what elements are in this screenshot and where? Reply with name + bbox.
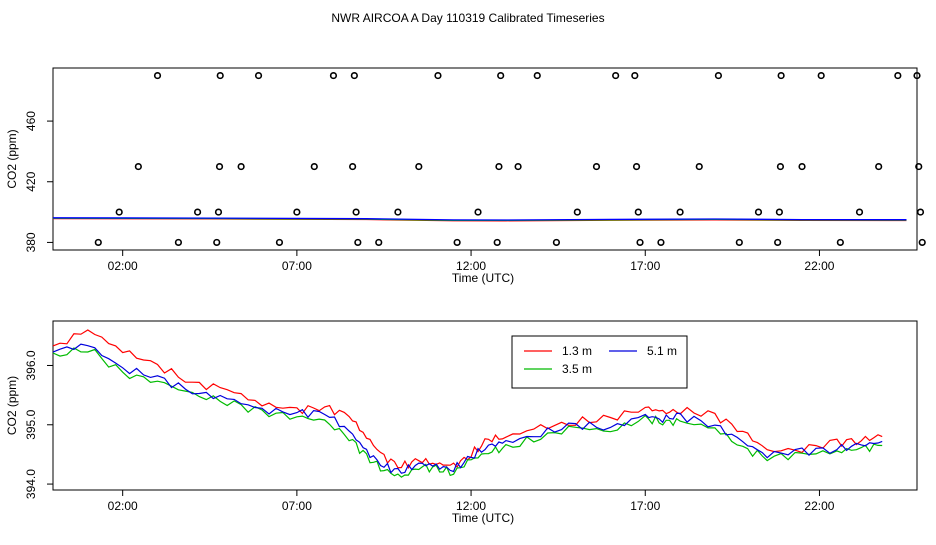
scatter-point [293, 208, 301, 216]
scatter-point [310, 162, 318, 171]
scatter-point [636, 238, 644, 247]
scatter-point [254, 71, 263, 80]
x-tick-label: 02:00 [108, 499, 138, 513]
x-axis-label: Time (UTC) [452, 271, 514, 285]
scatter-point [213, 238, 221, 247]
scatter-point [237, 162, 245, 171]
scatter-point [352, 208, 360, 216]
scatter-point [894, 71, 902, 80]
scatter-point [215, 162, 224, 171]
scatter-point [918, 238, 926, 247]
scatter-point [474, 208, 482, 216]
series-line [52, 329, 883, 470]
x-tick-label: 07:00 [282, 259, 312, 273]
scatter-point [193, 208, 202, 216]
x-tick-label: 17:00 [630, 259, 660, 273]
scatter-point [115, 208, 123, 216]
y-tick-label: 380 [24, 232, 38, 252]
scatter-point [754, 208, 763, 216]
scatter-point [329, 71, 338, 80]
legend: 1.3 m 3.5 m 5.1 m [511, 335, 688, 389]
chart-title: NWR AIRCOA A Day 110319 Calibrated Times… [331, 11, 604, 25]
scatter-point [497, 71, 505, 80]
scatter-point [714, 71, 723, 80]
scatter-point [913, 71, 921, 80]
scatter-point [552, 238, 561, 247]
scatter-point [855, 208, 864, 216]
y-axis-label: CO2 (ppm) [5, 376, 19, 435]
scatter-point [634, 208, 642, 216]
scatter-point [354, 238, 362, 247]
scatter-point [394, 208, 402, 216]
y-tick-label: 420 [24, 171, 38, 191]
scatter-point [434, 71, 442, 80]
y-tick-label: 394.0 [24, 469, 38, 499]
scatter-point [216, 71, 224, 80]
scatter-point [493, 238, 501, 247]
scatter-point [153, 71, 162, 80]
scatter-point [612, 71, 620, 80]
scatter-point [350, 71, 358, 80]
series-line [52, 347, 883, 478]
legend-label: 5.1 m [647, 344, 677, 358]
scatter-point [817, 71, 825, 80]
scatter-point [415, 162, 423, 171]
x-axis-label: Time (UTC) [452, 511, 514, 525]
scatter-point [774, 238, 782, 247]
scatter-point [349, 162, 357, 171]
scatter-point [915, 162, 923, 171]
y-axis-label: CO2 (ppm) [5, 129, 19, 188]
y-tick-label: 396.0 [24, 350, 38, 380]
y-tick-label: 395.0 [24, 409, 38, 439]
scatter-point [94, 238, 102, 247]
scatter-point [836, 238, 844, 247]
scatter-point [533, 71, 541, 80]
scatter-point [916, 208, 925, 216]
scatter-point [632, 162, 641, 171]
scatter-point [375, 238, 383, 247]
scatter-point [134, 162, 142, 171]
scatter-point [775, 208, 783, 216]
legend-label: 1.3 m [562, 344, 592, 358]
bottom-panel: 02:00 07:00 12:00 17:00 22:00 394.0 395.0 396.0… [5, 320, 918, 525]
top-panel: 02:00 07:00 12:00 17:00 22:00 380 420 460 Time (… [5, 67, 926, 285]
x-tick-label: 12:00 [456, 499, 486, 513]
scatter-point [214, 208, 223, 216]
legend-label: 3.5 m [562, 362, 592, 376]
scatter-point [735, 238, 743, 247]
x-tick-label: 17:00 [630, 499, 660, 513]
scatter-point [453, 238, 461, 247]
x-tick-label: 02:00 [108, 259, 138, 273]
scatter-point [592, 162, 601, 171]
y-tick-label: 460 [24, 111, 38, 131]
scatter-point [777, 71, 785, 80]
baseline-series-line [52, 217, 907, 221]
scatter-point [657, 238, 665, 247]
scatter-point [875, 162, 883, 171]
scatter-point [275, 238, 284, 247]
scatter-point [495, 162, 503, 171]
series-line [52, 343, 883, 474]
x-tick-label: 07:00 [282, 499, 312, 513]
legend-box [511, 335, 688, 389]
scatter-point [573, 208, 581, 216]
scatter-point [174, 238, 183, 247]
x-tick-label: 22:00 [804, 259, 834, 273]
scatter-point [514, 162, 522, 171]
scatter-point [676, 208, 684, 216]
x-tick-label: 22:00 [804, 499, 834, 513]
x-tick-label: 12:00 [456, 259, 486, 273]
scatter-point [798, 162, 806, 171]
scatter-point [631, 71, 639, 80]
plot-frame [52, 67, 918, 251]
scatter-point [776, 162, 785, 171]
plot-frame [52, 320, 918, 491]
scatter-point [695, 162, 703, 171]
